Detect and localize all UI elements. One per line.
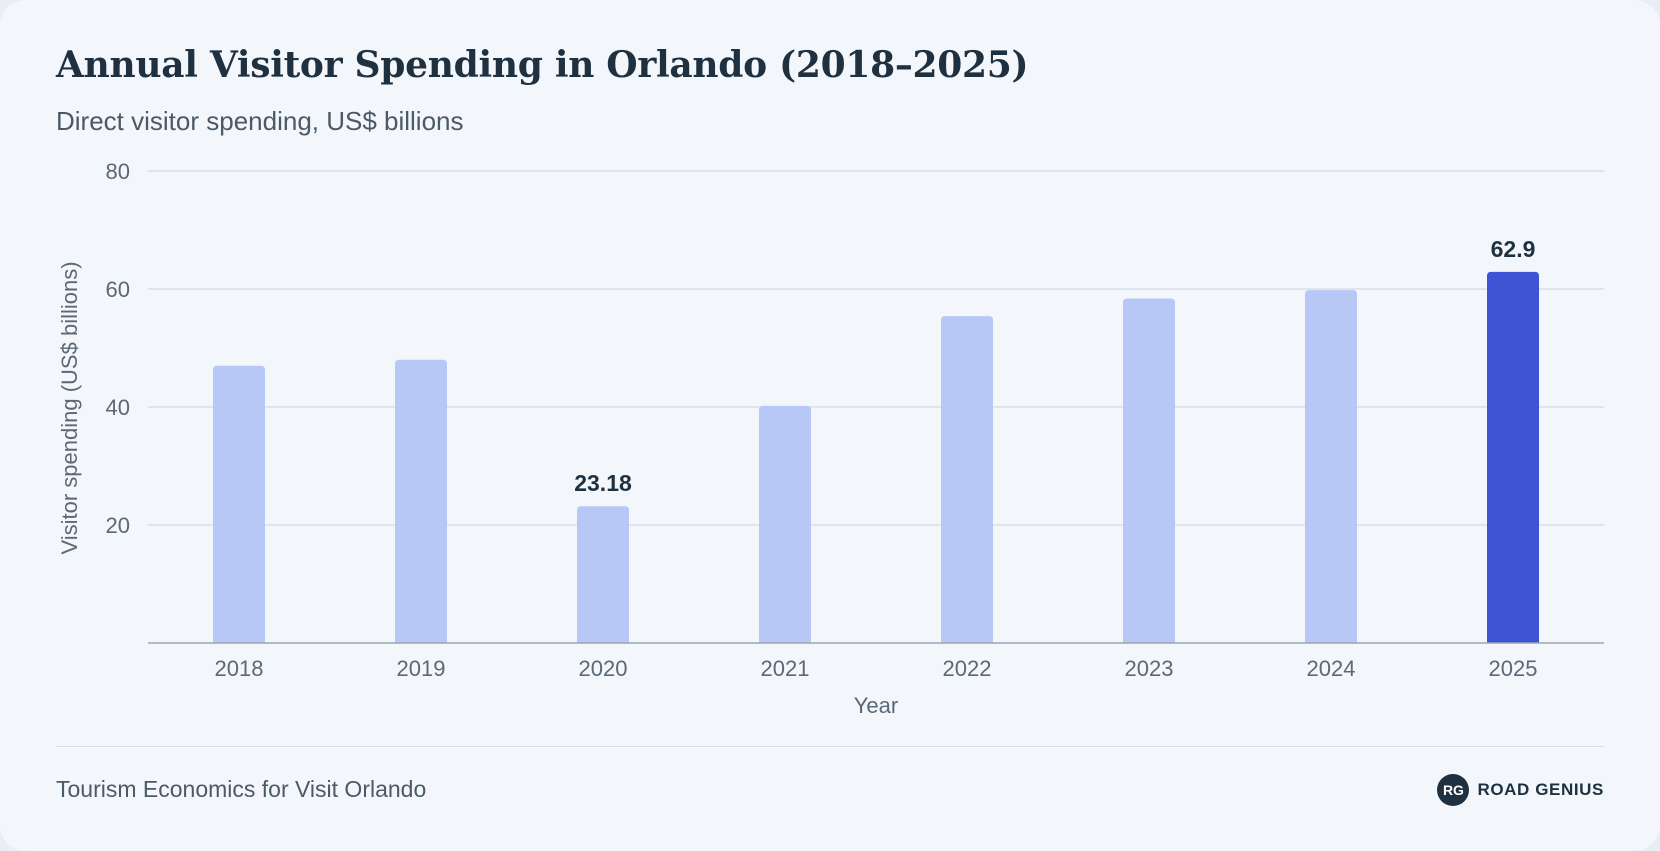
x-tick-label: 2023 — [1125, 656, 1174, 681]
y-tick-label: 60 — [106, 277, 130, 302]
source-note: Tourism Economics for Visit Orlando — [56, 776, 427, 802]
bars — [213, 271, 1539, 643]
grid-lines — [148, 170, 1604, 526]
brand-logo: RG ROAD GENIUS — [1437, 774, 1604, 806]
axes: 20 40 60 80 2018 2019 2020 2021 2022 2023 2024 2025 — [106, 159, 1604, 681]
data-labels: 23.18 62.9 — [574, 236, 1535, 496]
x-tick-label: 2022 — [943, 656, 992, 681]
bar-2018 — [213, 365, 265, 643]
chart-subtitle: Direct visitor spending, US$ billions — [56, 106, 464, 136]
bar-2024 — [1305, 290, 1357, 643]
x-tick-label: 2024 — [1307, 656, 1356, 681]
y-tick-label: 80 — [106, 159, 130, 184]
x-tick-label: 2020 — [579, 656, 628, 681]
footer-divider — [56, 746, 1604, 747]
chart-title: Annual Visitor Spending in Orlando (2018… — [56, 44, 1029, 86]
data-label-2020: 23.18 — [574, 470, 632, 496]
bar-2023 — [1123, 298, 1175, 643]
bar-2020 — [577, 506, 629, 643]
bar-2019 — [395, 359, 447, 643]
y-axis-title: Visitor spending (US$ billions) — [57, 261, 82, 554]
y-tick-label: 20 — [106, 513, 130, 538]
bar-2022 — [941, 316, 993, 643]
data-label-2025: 62.9 — [1491, 236, 1536, 262]
x-tick-label: 2018 — [215, 656, 264, 681]
bar-2021 — [759, 405, 811, 643]
bar-2025 — [1487, 271, 1539, 643]
brand-badge-icon: RG — [1437, 774, 1470, 806]
x-tick-label: 2019 — [397, 656, 446, 681]
x-tick-label: 2025 — [1489, 656, 1538, 681]
x-axis-title: Year — [854, 693, 898, 718]
y-tick-label: 40 — [106, 395, 130, 420]
x-tick-label: 2021 — [761, 656, 810, 681]
brand-name: ROAD GENIUS — [1477, 780, 1604, 799]
